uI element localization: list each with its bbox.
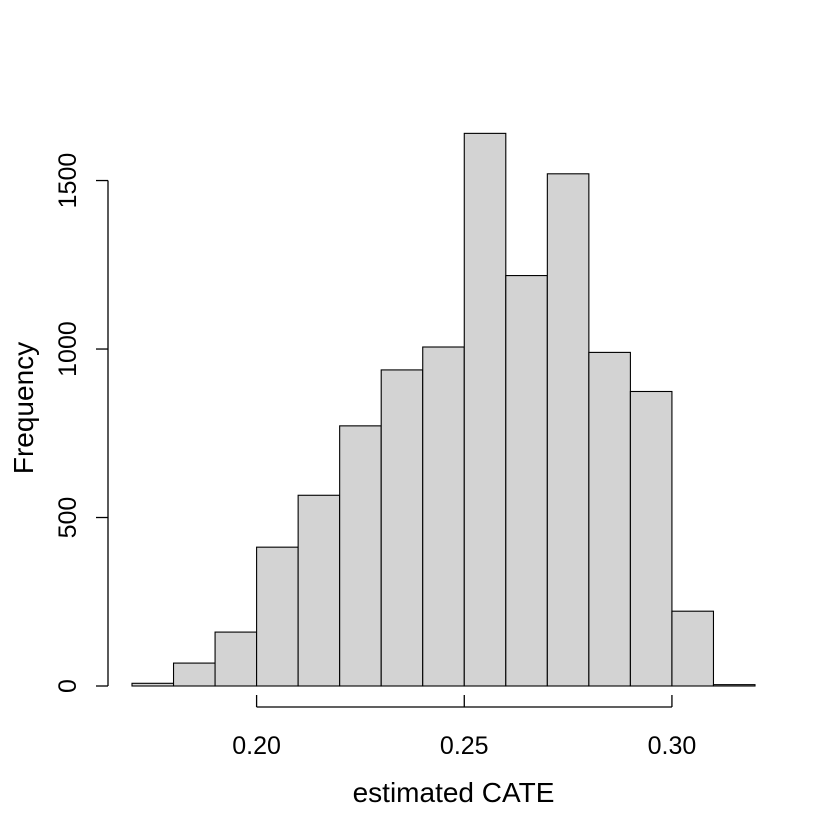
histogram-bar [131, 682, 175, 687]
y-tick-label: 0 [54, 679, 82, 693]
histogram-bar [339, 425, 382, 687]
histogram-bar [256, 546, 299, 687]
x-tick-label: 0.20 [232, 732, 281, 760]
histogram-bar [546, 173, 590, 687]
histogram-bar [629, 390, 673, 687]
x-axis-title: estimated CATE [353, 777, 555, 808]
histogram-bar [712, 684, 756, 687]
y-axis: 0 500 1000 1500 [54, 153, 109, 693]
histogram-bar [505, 275, 548, 687]
histogram-bar [297, 494, 341, 687]
x-tick-label: 0.25 [440, 732, 489, 760]
histogram-bars [131, 132, 756, 687]
histogram-bar [380, 369, 424, 687]
y-tick-label: 1000 [54, 321, 82, 377]
histogram-bar [588, 351, 631, 687]
x-tick-label: 0.30 [648, 732, 697, 760]
histogram-bar [422, 346, 465, 687]
y-tick-label: 1500 [54, 153, 82, 209]
histogram-bar [172, 662, 216, 687]
y-tick-label: 500 [54, 497, 82, 539]
histogram-bar [463, 132, 507, 687]
x-axis: 0.20 0.25 0.30 [232, 695, 696, 760]
histogram-bar [671, 610, 715, 687]
histogram-bar [214, 631, 258, 687]
y-axis-title: Frequency [8, 342, 39, 474]
